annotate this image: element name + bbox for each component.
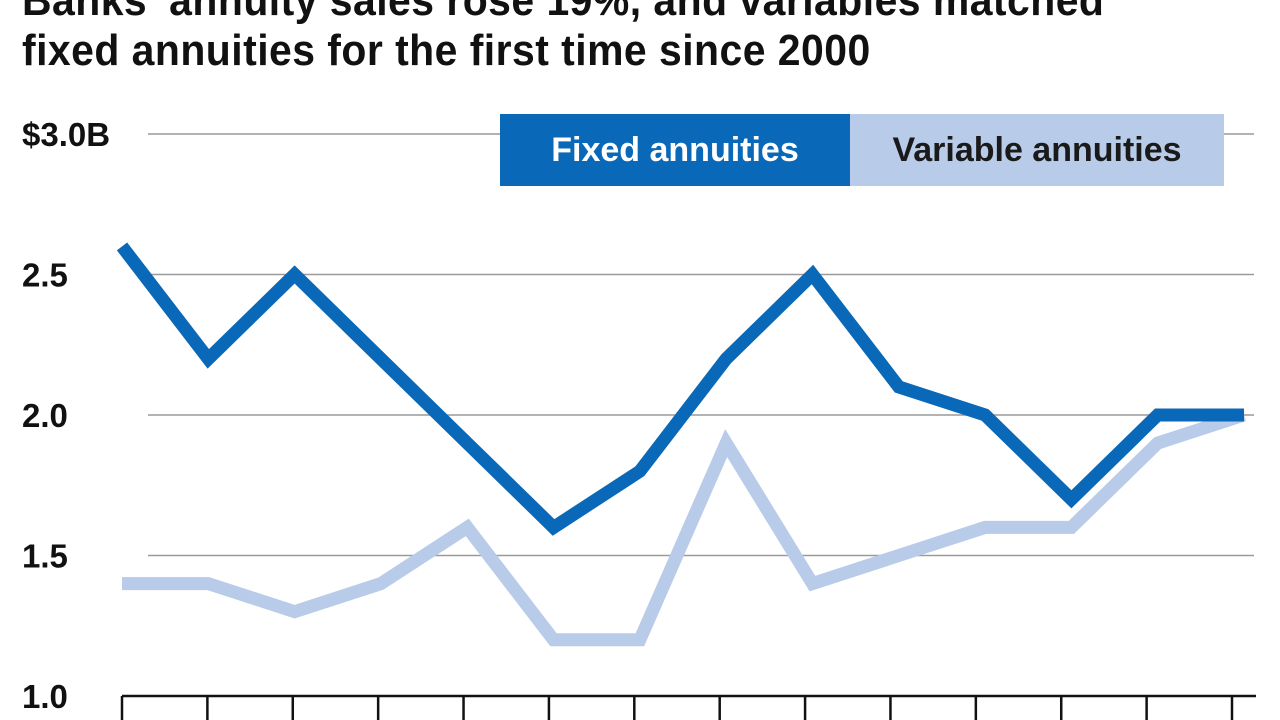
legend-label-fixed-annuities: Fixed annuities <box>551 130 799 169</box>
y-tick-label: 2.0 <box>22 397 68 434</box>
chart-title: Banks' annuity sales rose 19%, and varia… <box>22 0 1175 76</box>
chart-title-line-2: fixed annuities for the first time since… <box>22 26 871 75</box>
series-line-fixed-annuities <box>116 242 1244 536</box>
legend-item-variable-annuities: Variable annuities <box>850 114 1224 186</box>
y-tick-label: 2.5 <box>22 257 68 294</box>
legend-item-fixed-annuities: Fixed annuities <box>500 114 850 186</box>
legend-label-variable-annuities: Variable annuities <box>892 130 1182 169</box>
legend: Fixed annuities Variable annuities <box>500 114 1224 186</box>
x-axis <box>120 694 1256 720</box>
y-tick-label: $3.0B <box>22 116 110 153</box>
series-lines <box>116 242 1247 647</box>
y-axis-tick-labels: 1.0 1.5 2.0 2.5 $3.0B <box>22 116 110 715</box>
y-tick-label: 1.5 <box>22 538 68 575</box>
series-line-variable-annuities <box>122 408 1247 647</box>
chart-title-line-1: Banks' annuity sales rose 19%, and varia… <box>22 0 1105 25</box>
y-tick-label: 1.0 <box>22 678 68 715</box>
